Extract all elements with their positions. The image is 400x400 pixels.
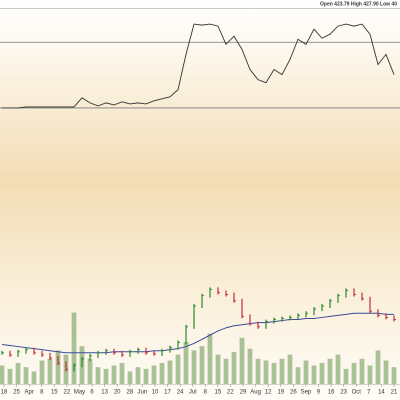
volume-bar: [287, 354, 293, 384]
x-tick-label: Jun: [138, 390, 148, 396]
volume-bar: [111, 365, 117, 384]
x-tick-label: 20: [114, 390, 121, 396]
x-tick-label: 8: [204, 390, 208, 396]
volume-bar: [391, 367, 397, 384]
volume-bar: [159, 363, 165, 384]
volume-bar: [31, 371, 37, 384]
volume-bar: [207, 333, 213, 384]
volume-bar: [271, 363, 277, 384]
volume-bar: [231, 352, 237, 384]
x-tick-label: Oct: [352, 390, 362, 396]
volume-bar: [343, 368, 349, 384]
x-tick-label: 22: [227, 390, 234, 396]
volume-bar: [135, 367, 141, 384]
volume-bar: [255, 358, 261, 384]
x-tick-label: 21: [391, 390, 398, 396]
x-tick-label: 6: [90, 390, 94, 396]
volume-bar: [367, 365, 373, 384]
x-tick-label: 25: [13, 390, 20, 396]
volume-bar: [183, 342, 189, 384]
volume-bar: [359, 358, 365, 384]
volume-bar: [375, 350, 381, 384]
x-tick-label: 26: [290, 390, 297, 396]
indicator-line: [2, 23, 395, 109]
volume-bar: [0, 365, 5, 384]
x-tick-label: 28: [126, 390, 133, 396]
volume-bar: [247, 348, 253, 384]
x-tick-label: 10: [152, 390, 159, 396]
volume-bar: [383, 360, 389, 384]
ohlc-header: Open 423.79 High 427.90 Low 40: [320, 1, 397, 7]
volume-bar: [23, 367, 29, 384]
moving-average: [1, 312, 394, 354]
x-tick-label: 8: [40, 390, 44, 396]
volume-bar: [311, 365, 317, 384]
volume-bar: [335, 354, 341, 384]
volume-bar: [319, 363, 325, 384]
volume-bar: [87, 358, 93, 384]
x-tick-label: 19: [277, 390, 284, 396]
volume-bar: [199, 346, 205, 384]
volume-bar: [71, 312, 77, 384]
volume-bar: [279, 358, 285, 384]
volume-bar: [215, 354, 221, 384]
volume-bar: [327, 358, 333, 384]
volume-bar: [191, 350, 197, 384]
x-tick-label: 7: [367, 390, 371, 396]
x-tick-label: 17: [164, 390, 171, 396]
volume-bar: [239, 337, 245, 384]
x-tick-label: Jul: [189, 390, 197, 396]
x-tick-label: 16: [328, 390, 335, 396]
volume-bar: [95, 367, 101, 384]
x-tick-label: 23: [340, 390, 347, 396]
volume-bar: [55, 350, 61, 384]
x-tick-label: Apr: [25, 390, 34, 396]
volume-bar: [39, 360, 45, 384]
x-tick-label: 29: [240, 390, 247, 396]
volume-bar: [303, 360, 309, 384]
volume-bar: [103, 368, 109, 384]
x-tick-label: 15: [214, 390, 221, 396]
volume-bar: [127, 371, 133, 384]
x-tick-label: 18: [1, 390, 8, 396]
x-tick-label: 24: [177, 390, 184, 396]
x-tick-label: 9: [317, 390, 321, 396]
x-tick-label: Aug: [250, 390, 261, 396]
x-tick-label: 22: [64, 390, 71, 396]
volume-bar: [119, 363, 125, 384]
volume-bar: [175, 354, 181, 384]
x-tick-label: 14: [378, 390, 385, 396]
x-tick-label: 12: [265, 390, 272, 396]
volume-bar: [295, 367, 301, 384]
volume-bar: [7, 368, 13, 384]
volume-bar: [351, 363, 357, 384]
volume-bar: [263, 360, 269, 384]
volume-bar: [47, 358, 53, 384]
x-tick-label: May: [74, 390, 85, 396]
volume-bar: [167, 360, 173, 384]
x-tick-label: 13: [101, 390, 108, 396]
x-tick-label: Sep: [301, 390, 312, 396]
volume-bar: [15, 363, 21, 384]
x-tick-label: 15: [51, 390, 58, 396]
volume-bar: [143, 368, 149, 384]
volume-bar: [223, 358, 229, 384]
volume-bar: [151, 365, 157, 384]
